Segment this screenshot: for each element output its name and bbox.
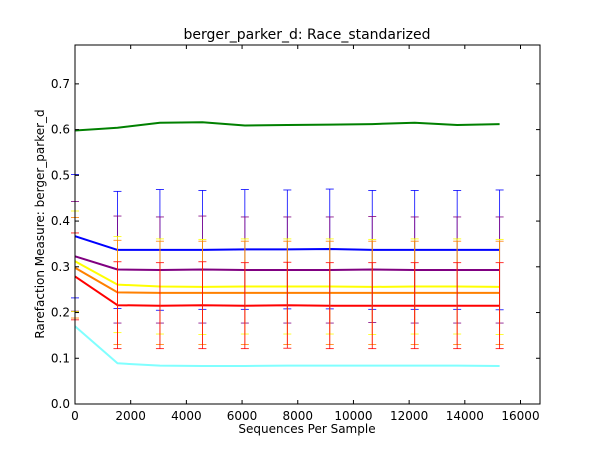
y-tick-label: 0.0 — [51, 397, 70, 411]
x-tick-label: 4000 — [171, 409, 202, 423]
axes: 0 2000 4000 6000 8000 10000 12000 14000 16000 0.0… — [51, 45, 540, 423]
x-tick-label: 6000 — [227, 409, 258, 423]
y-tick-label: 0.4 — [51, 214, 70, 228]
x-tick-label: 16000 — [501, 409, 539, 423]
x-tick-label: 0 — [71, 409, 79, 423]
y-tick-label: 0.7 — [51, 77, 70, 91]
chart-title: berger_parker_d: Race_standarized — [183, 27, 430, 43]
x-axis-label: Sequences Per Sample — [238, 422, 375, 436]
y-tick-label: 0.1 — [51, 351, 70, 365]
x-tick-label: 8000 — [282, 409, 313, 423]
plot-area — [71, 121, 504, 367]
series-line-6 — [74, 325, 500, 367]
y-tick-label: 0.2 — [51, 306, 70, 320]
plot-frame — [74, 44, 541, 405]
y-tick-label: 0.3 — [51, 260, 70, 274]
x-tick-label: 10000 — [334, 409, 372, 423]
x-tick-label: 14000 — [446, 409, 484, 423]
y-tick-label: 0.6 — [51, 123, 70, 137]
x-tick-label: 2000 — [115, 409, 146, 423]
y-tick-label: 0.5 — [51, 168, 70, 182]
series-line-0 — [74, 121, 500, 132]
y-axis-label: Rarefaction Measure: berger_parker_d — [33, 109, 47, 338]
x-tick-label: 12000 — [390, 409, 428, 423]
